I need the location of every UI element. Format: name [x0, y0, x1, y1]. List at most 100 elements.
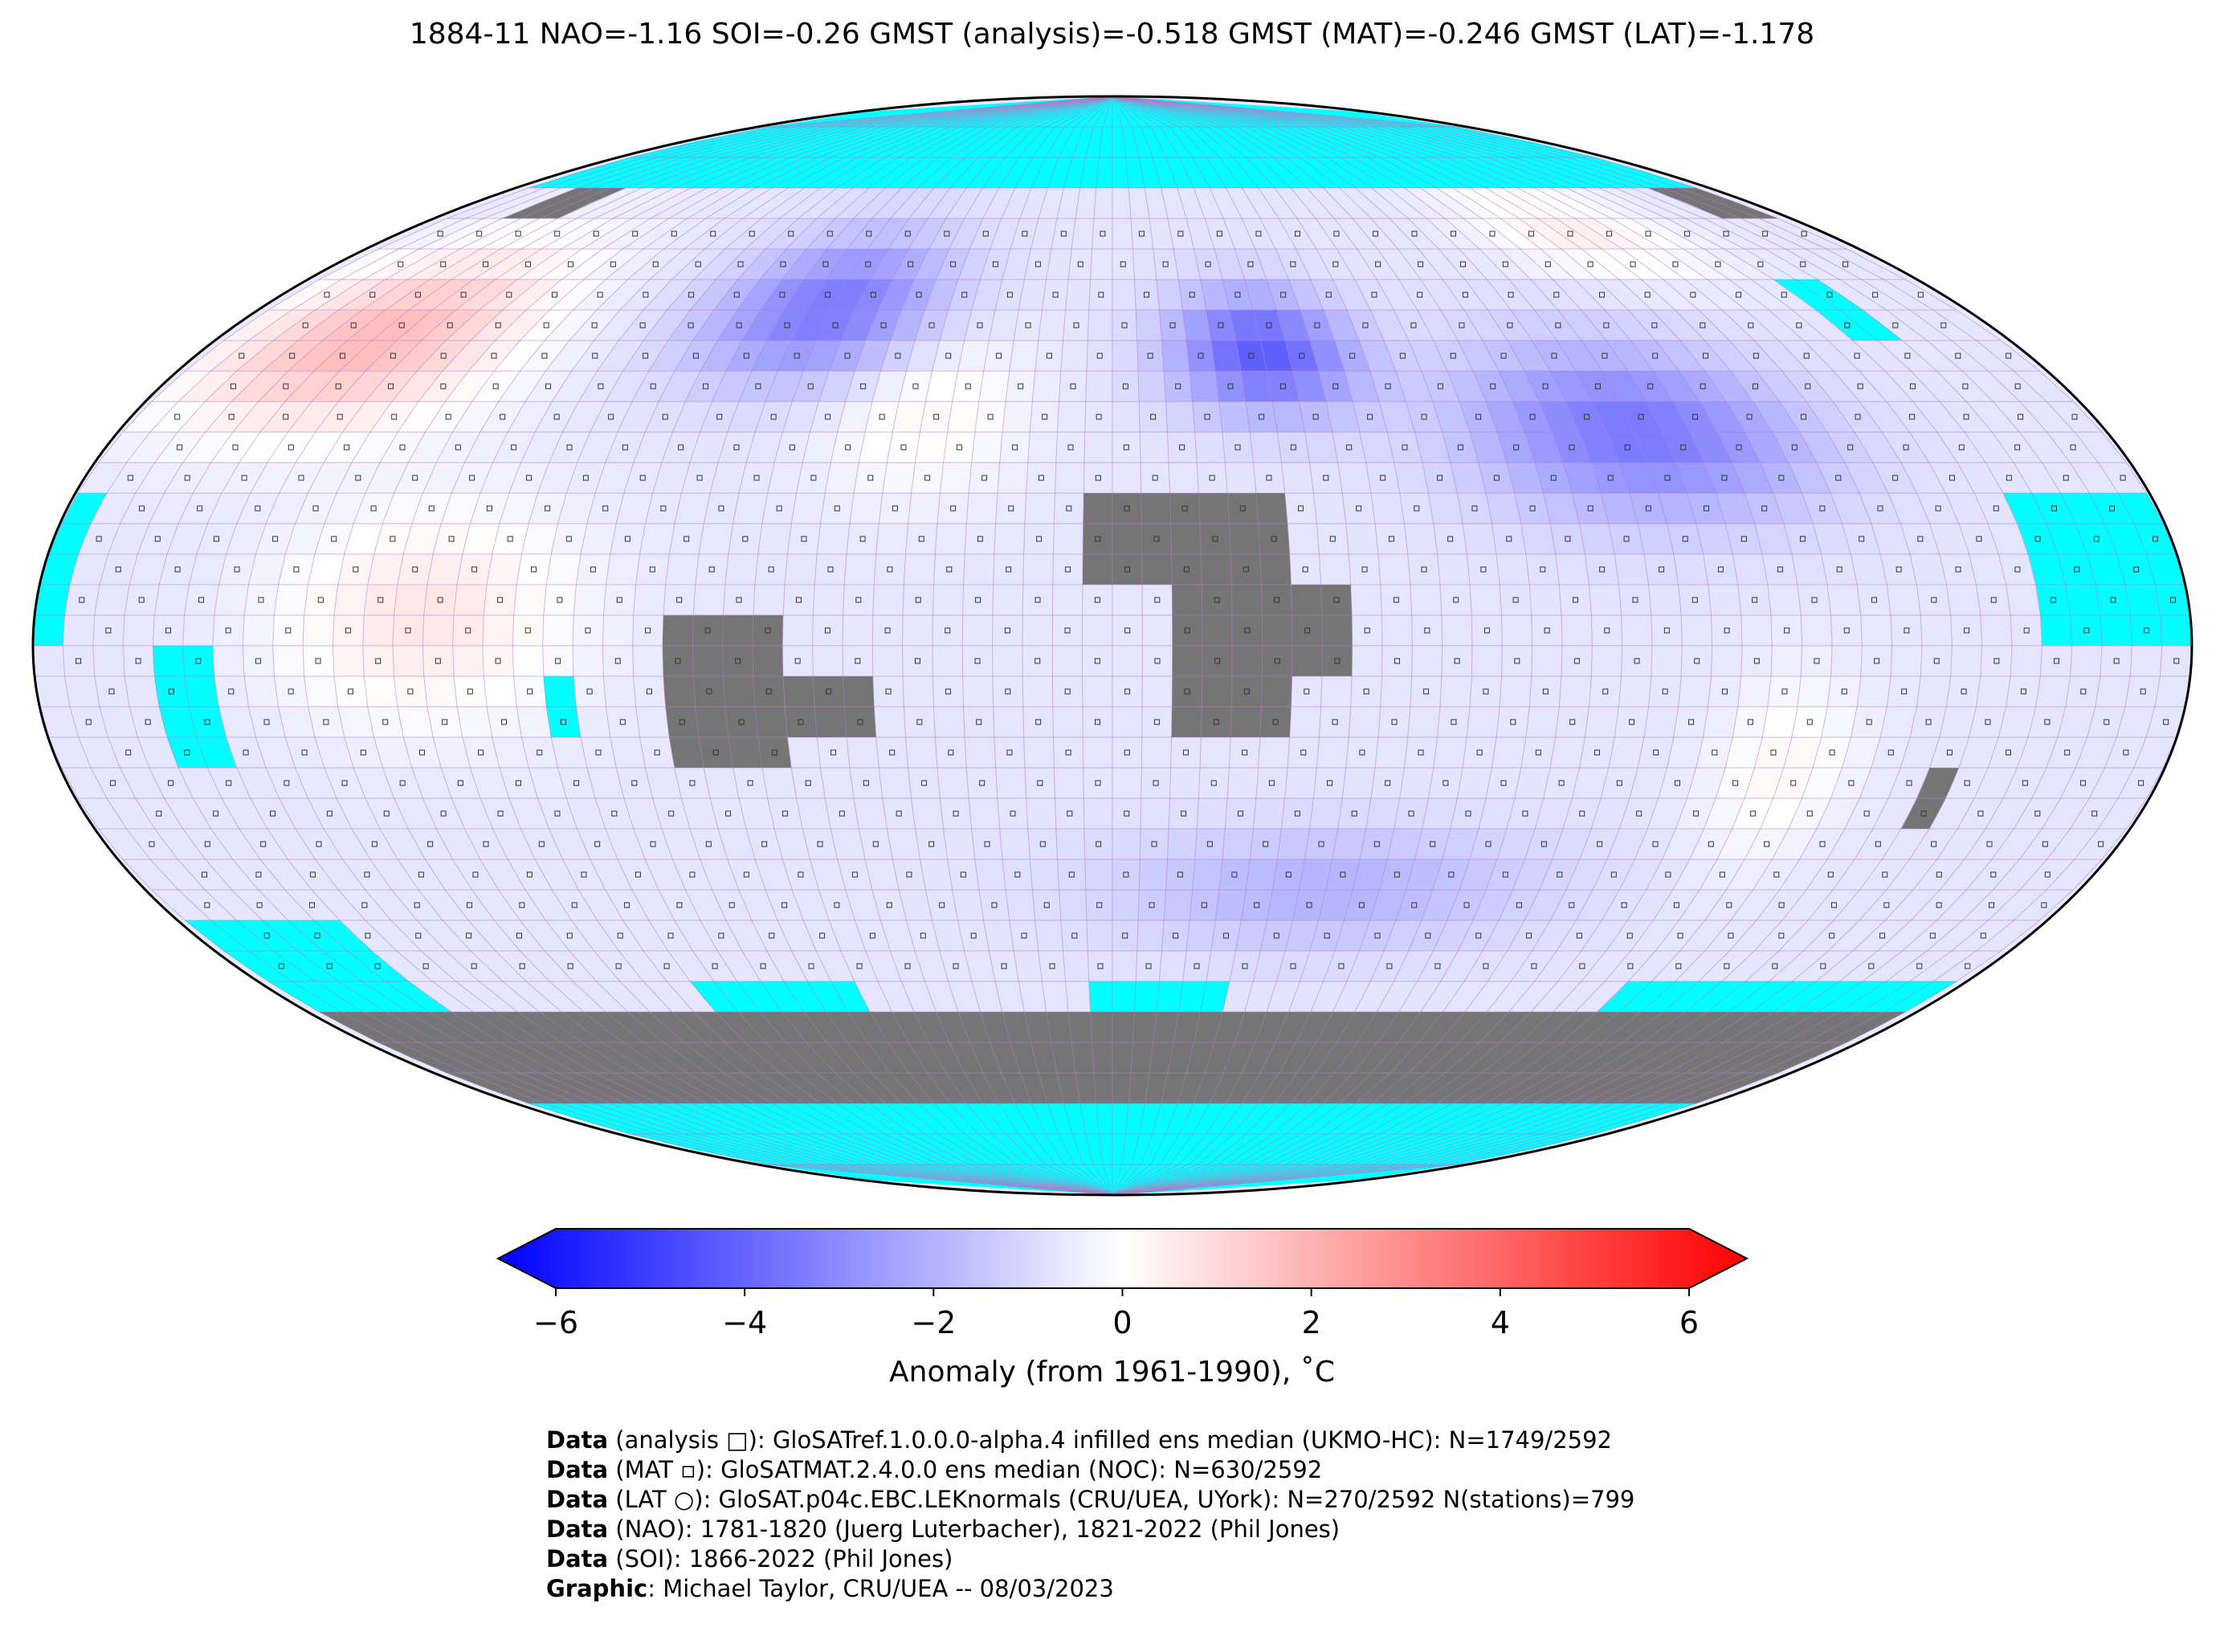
grid-cell — [454, 676, 488, 707]
grid-cell — [667, 951, 714, 981]
grid-cell — [1038, 951, 1066, 981]
grid-cell — [403, 737, 442, 768]
grid-cell — [875, 737, 908, 768]
grid-cell — [1253, 951, 1286, 981]
grid-cell — [619, 981, 672, 1012]
grid-cell — [337, 707, 374, 737]
grid-cell — [1227, 768, 1259, 798]
grid-cell — [1353, 859, 1388, 890]
grid-cell — [1799, 829, 1845, 859]
grid-cell — [39, 707, 79, 737]
grid-cell — [1352, 646, 1382, 676]
grid-cell — [1830, 646, 1863, 676]
grid-cell — [932, 646, 963, 676]
grid-cell — [1737, 676, 1771, 707]
grid-cell — [1965, 829, 2014, 859]
grid-cell — [78, 798, 127, 829]
grid-cell — [1112, 707, 1143, 737]
grid-cell — [1458, 920, 1500, 951]
grid-cell — [1285, 920, 1319, 951]
grid-cell — [1206, 951, 1236, 981]
grid-cell — [983, 920, 1014, 951]
grid-cell — [1006, 890, 1035, 920]
grid-cell — [1614, 707, 1649, 737]
grid-cell — [1950, 646, 1982, 676]
grid-cell — [1083, 737, 1112, 768]
grid-cell — [494, 920, 545, 951]
grid-cell — [1821, 707, 1858, 737]
grid-cell — [872, 676, 904, 707]
grid-cell — [312, 890, 365, 920]
grid-cell — [1726, 859, 1773, 890]
grid-cell — [552, 890, 598, 920]
grid-cell — [825, 798, 859, 829]
grid-cell — [1591, 646, 1622, 676]
grid-cell — [1496, 707, 1530, 737]
grid-cell — [1754, 920, 1808, 951]
grid-cell — [445, 890, 495, 920]
grid-cell — [1988, 890, 2047, 920]
colorbar-tick-label: 0 — [1112, 1305, 1132, 1340]
grid-cell — [1857, 676, 1891, 707]
grid-cell — [1026, 798, 1056, 829]
grid-cell — [1773, 768, 1814, 798]
grid-cell — [1141, 768, 1171, 798]
grid-cell — [471, 890, 520, 920]
grid-cell — [1065, 981, 1091, 1012]
grid-cell — [1826, 829, 1873, 859]
grid-cell — [436, 829, 480, 859]
grid-cell — [937, 768, 969, 798]
grid-cell — [605, 829, 646, 859]
grid-cell — [1002, 859, 1033, 890]
grid-cell — [1703, 707, 1738, 737]
grid-cell — [285, 737, 324, 768]
grid-cell — [452, 646, 484, 676]
grid-cell — [1112, 798, 1141, 829]
grid-cell — [1398, 981, 1441, 1012]
grid-cell — [751, 920, 792, 951]
grid-cell — [1186, 920, 1216, 951]
grid-cell — [1798, 676, 1831, 707]
grid-cell — [545, 920, 594, 951]
grid-cell — [1112, 768, 1142, 798]
grid-cell — [1638, 737, 1674, 768]
grid-cell — [818, 890, 855, 920]
grid-cell — [218, 707, 256, 737]
grid-cell — [1464, 981, 1512, 1012]
grid-cell — [391, 890, 443, 920]
grid-cell — [997, 798, 1028, 829]
grid-cell — [284, 890, 340, 920]
grid-cell — [2124, 676, 2161, 707]
grid-cell — [2014, 798, 2061, 829]
grid-cell — [1165, 859, 1195, 890]
grid-cell — [1267, 890, 1300, 920]
grid-cell — [965, 737, 996, 768]
grid-cell — [1524, 890, 1566, 920]
grid-cell — [502, 981, 562, 1012]
grid-cell — [1985, 798, 2032, 829]
grid-cell — [1470, 676, 1502, 707]
grid-cell — [882, 798, 916, 829]
grid-cell — [1139, 859, 1168, 890]
grid-cell — [551, 737, 587, 768]
grid-cell — [1487, 951, 1532, 981]
grid-cell — [1260, 920, 1293, 951]
grid-cell — [992, 646, 1023, 676]
grid-cell — [1289, 707, 1321, 737]
grid-cell — [2095, 676, 2131, 707]
grid-cell — [732, 768, 768, 798]
grid-cell — [255, 737, 296, 768]
grid-cell — [787, 737, 821, 768]
grid-cell — [380, 829, 426, 859]
grid-cell — [2060, 768, 2105, 798]
colorbar-ticks: −6 −4 −2 0 2 4 6 — [533, 1288, 1699, 1340]
grid-cell — [652, 798, 690, 829]
grid-cell — [1370, 951, 1409, 981]
grid-cell — [854, 798, 888, 829]
grid-cell — [549, 981, 606, 1012]
grid-cell — [1781, 890, 1834, 920]
grid-cell — [2104, 737, 2147, 768]
grid-cell — [129, 707, 168, 737]
grid-cell — [2074, 829, 2127, 859]
grid-cell — [250, 798, 296, 829]
